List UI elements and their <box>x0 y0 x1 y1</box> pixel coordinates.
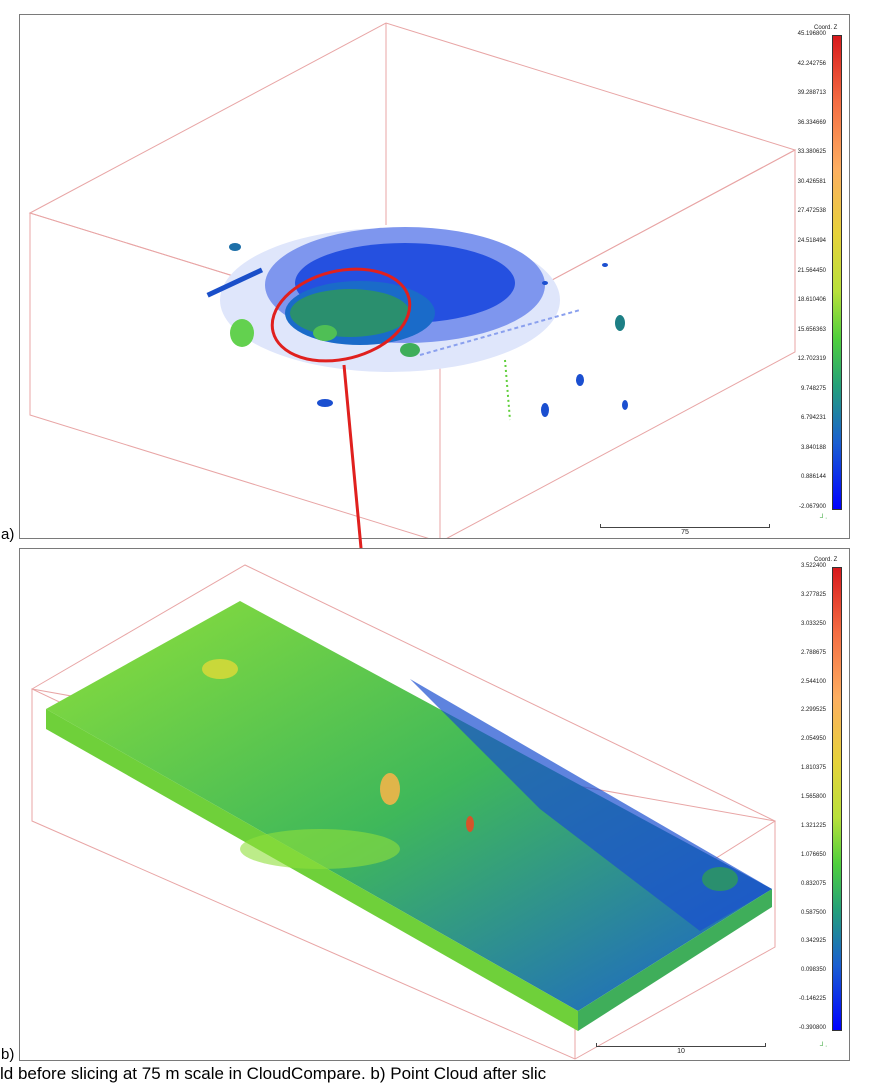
colorbar-tick-label: 0.098350 <box>800 967 826 974</box>
scale-bar: 10 <box>596 1043 766 1055</box>
panel-a-viewport[interactable]: Coord. Z 45.196800 42.242756 39.288713 36.3… <box>19 14 850 539</box>
colorbar-tick-label: 9.748275 <box>800 385 826 392</box>
colorbar-ramp <box>832 35 842 510</box>
colorbar-tick-label: 45.196800 <box>797 31 826 37</box>
colorbar-title: Coord. Z <box>814 557 838 563</box>
colorbar-tick-label: 3.277825 <box>800 591 826 598</box>
colorbar-tick-label: 0.587500 <box>800 909 826 916</box>
colorbar-tick-label: 1.565800 <box>800 794 826 800</box>
colorbar-ramp <box>832 567 842 1031</box>
panel-b-viewport[interactable]: Coord. Z 3.522400 3.277825 3.033250 2.78867… <box>19 548 850 1061</box>
colorbar-tick-label: 2.544100 <box>800 678 826 685</box>
scale-bar-value: 10 <box>677 1048 685 1055</box>
panel-a-label: a) <box>1 526 15 543</box>
colorbar-tick-label: 2.788675 <box>800 649 826 656</box>
colorbar-tick-label: 3.522400 <box>800 563 826 569</box>
scale-bar: 75 <box>600 524 770 536</box>
colorbar-tick-label: 2.054950 <box>800 736 826 743</box>
scale-bar-value: 75 <box>681 529 689 536</box>
colorbar-tick-label: 24.518494 <box>797 237 826 244</box>
panel-b-label: b) <box>1 1046 15 1063</box>
colorbar-tick-label: -0.390800 <box>798 1025 826 1031</box>
selection-ellipse <box>270 267 412 363</box>
axis-gizmo-icon: ┘· <box>820 1043 828 1050</box>
colorbar-tick-label: 15.656363 <box>797 326 826 333</box>
colorbar-tick-label: 36.334669 <box>797 119 826 126</box>
point-cloud <box>206 227 628 421</box>
colorbar-tick-label: 0.342925 <box>800 938 826 945</box>
colorbar-tick-label: 39.288713 <box>797 90 826 97</box>
colorbar-tick-label: -0.146225 <box>798 996 826 1003</box>
axis-gizmo-icon: ┘· <box>820 515 828 522</box>
colorbar-tick-label: 33.380625 <box>797 149 826 156</box>
colorbar-tick-label: 0.832075 <box>800 880 826 887</box>
colorbar-tick-label: 21.564450 <box>797 267 826 274</box>
colorbar-tick-label: 30.426581 <box>797 178 826 185</box>
colorbar-tick-label: 27.472538 <box>797 208 826 215</box>
panel-b-point-cloud-view <box>30 564 777 1060</box>
colorbar-title: Coord. Z <box>814 25 838 31</box>
point-cloud <box>46 601 772 1031</box>
figure-caption: ld before slicing at 75 m scale in Cloud… <box>0 1064 547 1083</box>
colorbar-tick-label: 42.242756 <box>797 60 826 67</box>
colorbar-tick-label: 2.299525 <box>800 707 826 714</box>
colorbar-tick-label: 1.076650 <box>800 851 826 858</box>
colorbar-tick-label: -2.067900 <box>798 504 826 510</box>
colorbar-tick-label: 1.321225 <box>800 822 826 829</box>
colorbar-tick-label: 18.610406 <box>797 297 826 304</box>
colorbar-tick-label: 3.840188 <box>800 444 826 451</box>
colorbar-tick-label: 6.794231 <box>800 415 826 422</box>
colorbar-tick-label: 0.886144 <box>800 474 826 481</box>
panel-a-point-cloud-view <box>28 22 797 538</box>
colorbar-tick-label: 1.810375 <box>800 765 826 772</box>
colorbar-tick-label: 12.702319 <box>797 356 826 363</box>
colorbar-tick-label: 3.033250 <box>800 620 826 627</box>
